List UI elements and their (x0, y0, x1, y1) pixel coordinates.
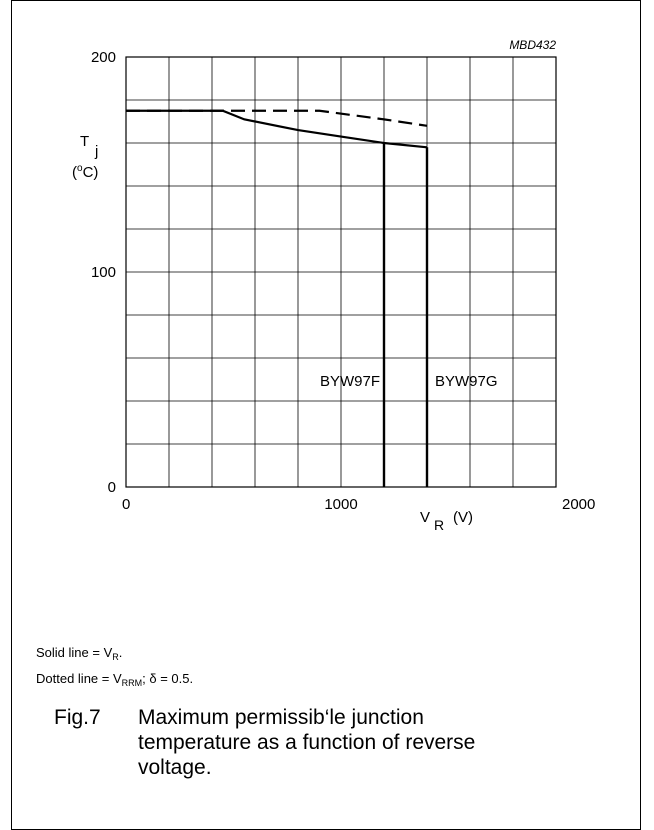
note-dotted-line: Dotted line = VRRM; δ = 0.5. (36, 671, 194, 688)
y-tick-label: 100 (91, 264, 116, 281)
series-line-solid (126, 109, 428, 149)
series-line-dashed (126, 109, 428, 127)
x-axis-label-subscript: R (434, 517, 445, 533)
y-axis-label-subscript: j (95, 143, 99, 160)
figure-number: Fig.7 (54, 706, 101, 729)
grid (125, 56, 557, 488)
x-tick-label: 0 (122, 496, 130, 513)
note-solid-line: Solid line = VR. (36, 645, 123, 662)
limit-label-byw97g: BYW97G (435, 373, 498, 390)
series-group: BYW97F BYW97G (126, 109, 498, 487)
y-tick-label: 200 (91, 49, 116, 66)
x-axis-unit: (V) (453, 509, 473, 526)
x-tick-label: 1000 (324, 496, 357, 513)
y-tick-label: 0 (108, 479, 116, 496)
x-axis-label-symbol: V (420, 509, 431, 526)
y-axis-label-symbol: T (80, 133, 90, 150)
x-tick-label: 2000 (562, 496, 595, 513)
figure-code: MBD432 (509, 38, 556, 52)
figure-caption-text: Maximum permissib‘le junction temperatur… (138, 706, 476, 779)
limit-label-byw97f: BYW97F (320, 373, 380, 390)
plot-border (125, 56, 557, 488)
y-axis-unit: (oC) (72, 163, 99, 181)
